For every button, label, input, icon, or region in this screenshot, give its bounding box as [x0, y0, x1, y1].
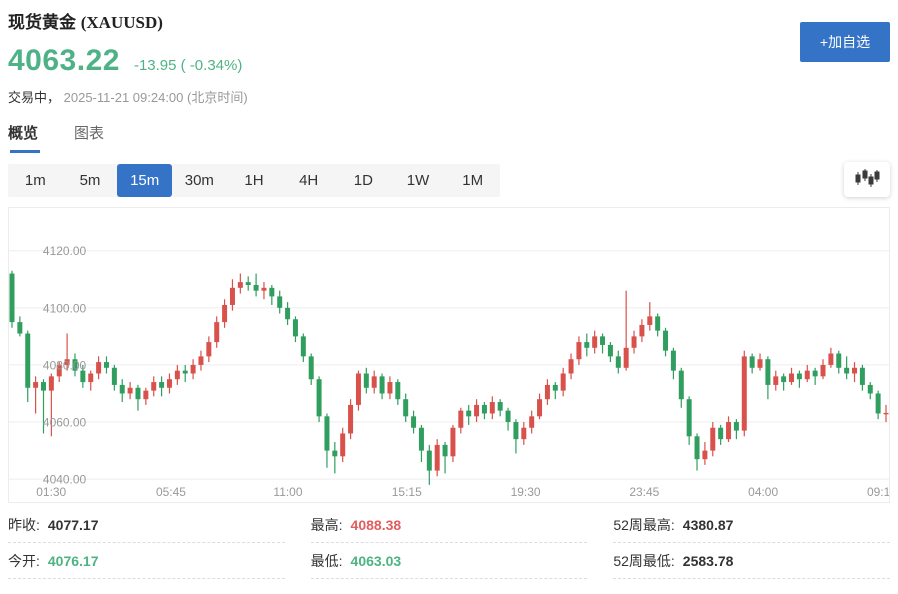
stat-row: 今开: 4076.17 [8, 543, 285, 579]
svg-text:23:45: 23:45 [629, 485, 659, 499]
stat-label: 52周最高: [613, 516, 675, 533]
candlestick-icon [854, 168, 880, 191]
price-change: -13.95 ( -0.34%) [133, 57, 243, 74]
svg-text:01:30: 01:30 [36, 485, 66, 499]
stat-row: 52周最低: 2583.78 [613, 543, 890, 579]
period-15m[interactable]: 15m [117, 164, 173, 197]
stat-value: 4077.17 [47, 516, 99, 533]
stat-row: 最高: 4088.38 [310, 507, 588, 543]
stat-row: 最低: 4063.03 [310, 543, 588, 579]
stat-label: 昨收: [8, 516, 40, 533]
instrument-title: 现货黄金 (XAUUSD) [8, 8, 890, 33]
svg-text:4100.00: 4100.00 [43, 301, 87, 315]
grid [9, 250, 889, 480]
add-watchlist-button[interactable]: +加自选 [800, 22, 890, 62]
stat-column: 最高: 4088.38 最低: 4063.03 [310, 507, 588, 579]
stat-row: 昨收: 4077.17 [8, 507, 285, 543]
tab-overview[interactable]: 概览 [8, 122, 41, 153]
period-30m[interactable]: 30m [172, 164, 227, 197]
stat-column: 52周最高: 4380.87 52周最低: 2583.78 [613, 507, 890, 579]
y-axis-labels: 4120.00 4100.00 4080.00 4060.00 4040.00 [43, 244, 87, 486]
svg-text:4040.00: 4040.00 [43, 473, 87, 487]
svg-text:4060.00: 4060.00 [43, 416, 87, 430]
stat-value: 4380.87 [682, 516, 734, 533]
quote-header: 现货黄金 (XAUUSD) +加自选 4063.22 -13.95 ( -0.3… [0, 0, 898, 106]
svg-text:4120.00: 4120.00 [43, 244, 87, 258]
period-1M[interactable]: 1M [445, 164, 500, 197]
svg-text:15:15: 15:15 [392, 485, 422, 499]
stat-value: 2583.78 [682, 552, 734, 569]
tab-chart[interactable]: 图表 [74, 125, 105, 142]
instrument-symbol: (XAUUSD) [80, 13, 163, 32]
quote-timestamp: 2025-11-21 09:24:00 (北京时间) [63, 90, 248, 105]
period-selector: 1m 5m 15m 30m 1H 4H 1D 1W 1M [8, 164, 500, 197]
svg-text:4080.00: 4080.00 [43, 358, 87, 372]
x-axis-labels: 01:30 05:45 11:00 15:15 19:30 23:45 04:00 09:15 [36, 485, 889, 499]
svg-text:09:15: 09:15 [867, 485, 889, 499]
stat-label: 最高: [310, 516, 343, 533]
period-1D[interactable]: 1D [336, 164, 391, 197]
stat-label: 最低: [310, 552, 343, 569]
view-tabs: 概览 图表 [0, 122, 898, 154]
current-price: 4063.22 [8, 44, 120, 77]
period-1W[interactable]: 1W [391, 164, 446, 197]
svg-text:11:00: 11:00 [273, 485, 302, 499]
price-chart[interactable]: 4120.00 4100.00 4080.00 4060.00 4040.00 01:30… [8, 207, 890, 503]
trading-status: 交易中， [8, 90, 61, 105]
period-5m[interactable]: 5m [63, 164, 118, 197]
quote-stats: 昨收: 4077.17 今开: 4076.17 最高: 4088.38 最低: 4063.03… [0, 505, 898, 579]
period-1m[interactable]: 1m [8, 164, 63, 197]
stat-value: 4088.38 [350, 516, 402, 533]
svg-text:04:00: 04:00 [748, 485, 778, 499]
stat-column: 昨收: 4077.17 今开: 4076.17 [8, 507, 285, 579]
stat-row: 52周最高: 4380.87 [613, 507, 890, 543]
stat-value: 4076.17 [47, 552, 99, 569]
stat-label: 今开: [8, 552, 40, 569]
chart-style-button[interactable] [844, 162, 890, 197]
stat-label: 52周最低: [613, 552, 675, 569]
candlestick-chart-svg[interactable]: 4120.00 4100.00 4080.00 4060.00 4040.0001:30… [9, 208, 889, 502]
chart-toolbar: 1m 5m 15m 30m 1H 4H 1D 1W 1M [8, 162, 890, 197]
instrument-name: 现货黄金 [8, 13, 76, 32]
svg-text:19:30: 19:30 [511, 485, 541, 499]
stat-value: 4063.03 [350, 552, 402, 569]
period-4H[interactable]: 4H [281, 164, 336, 197]
svg-text:05:45: 05:45 [156, 485, 186, 499]
candles [9, 270, 889, 485]
period-1H[interactable]: 1H [227, 164, 282, 197]
